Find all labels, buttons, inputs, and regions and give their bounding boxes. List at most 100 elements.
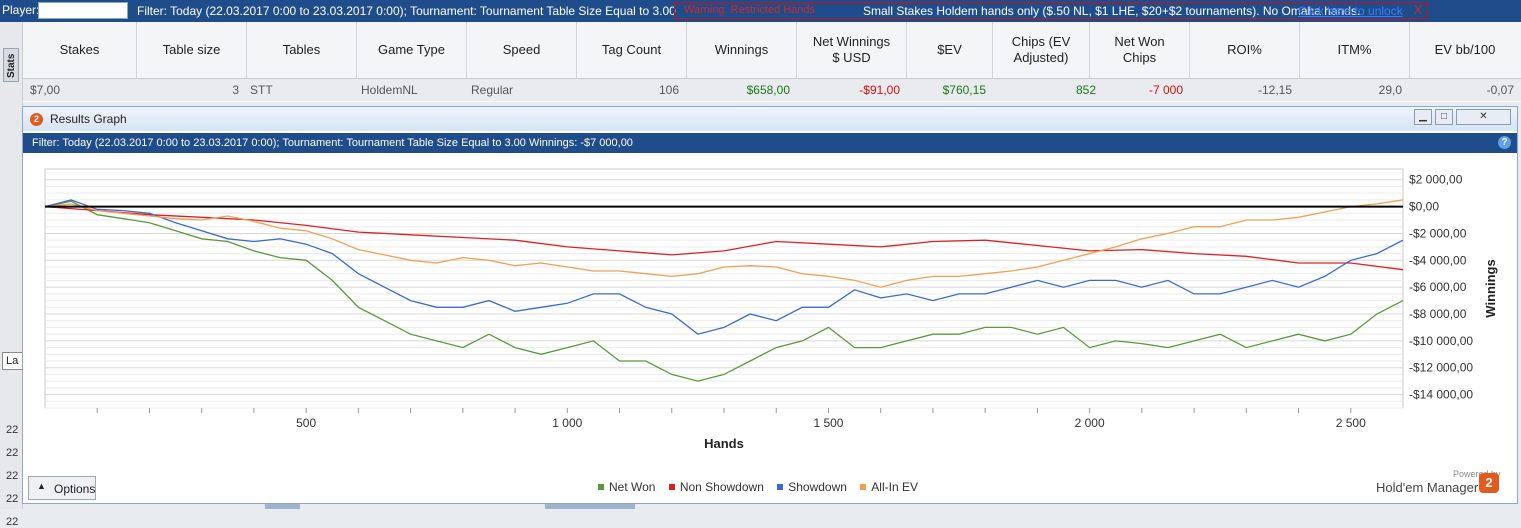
y-axis-label: Winnings <box>1483 259 1498 317</box>
window-title-bar[interactable]: 2 Results Graph ▁ □ ✕ <box>23 107 1517 131</box>
graph-filter-bar: Filter: Today (22.03.2017 0:00 to 23.03.… <box>23 133 1517 153</box>
series-line-0 <box>44 200 1404 382</box>
top-bar: Player: Filter: Today (22.03.2017 0:00 t… <box>0 0 1521 22</box>
legend-label: Non Showdown <box>679 480 764 494</box>
y-tick-label: $0,00 <box>1409 200 1439 214</box>
cell-chips-ev: 852 <box>1075 83 1096 97</box>
col-net-won-chips[interactable]: Net Won Chips <box>1090 22 1190 78</box>
y-tick-label: -$4 000,00 <box>1409 253 1467 267</box>
options-button[interactable]: ▲ Options <box>28 476 96 500</box>
cell-tag-count: 106 <box>658 83 679 97</box>
warning-text: Small Stakes Holdem hands only ($.50 NL,… <box>863 4 1361 18</box>
cell-game-type: HoldemNL <box>361 83 418 97</box>
plot-area <box>44 168 1404 409</box>
row-number: 22 <box>6 447 19 459</box>
col-chips-ev[interactable]: Chips (EV Adjusted) <box>993 22 1090 78</box>
close-button[interactable]: ✕ <box>1456 109 1511 125</box>
legend-swatch <box>860 484 867 490</box>
x-tick-label: 2 000 <box>1075 416 1105 430</box>
cell-net-winnings: -$91,00 <box>859 83 900 97</box>
legend-swatch <box>777 484 784 490</box>
col-table-size[interactable]: Table size <box>137 22 247 78</box>
chart-grid <box>44 168 1404 413</box>
brand-name: Hold'em Manager <box>1376 480 1479 495</box>
col-itm[interactable]: ITM% <box>1300 22 1410 78</box>
series-line-2 <box>44 199 1404 335</box>
warning-label: Warning: Restricted Hands <box>684 4 816 16</box>
options-label: Options <box>54 482 96 496</box>
cell-tables: STT <box>250 83 273 97</box>
row-number: 22 <box>6 470 19 482</box>
cell-speed: Regular <box>471 83 514 97</box>
row-number: 22 <box>6 493 19 505</box>
y-tick-label: -$2 000,00 <box>1409 226 1467 240</box>
legend-item-non-showdown[interactable]: Non Showdown <box>668 480 764 494</box>
minimize-button[interactable]: ▁ <box>1414 109 1432 125</box>
col-sev[interactable]: $EV <box>907 22 993 78</box>
y-tick-label: -$12 000,00 <box>1409 361 1473 375</box>
col-game-type[interactable]: Game Type <box>357 22 467 78</box>
row-number: 22 <box>6 424 19 436</box>
table-row[interactable]: $7,00 3 STT HoldemNL Regular 106 $658,00… <box>23 79 1521 101</box>
x-axis-label: Hands <box>704 436 744 451</box>
x-tick-label: 1 000 <box>552 416 582 430</box>
caret-up-icon: ▲ <box>37 481 46 491</box>
filter-text: Filter: Today (22.03.2017 0:00 to 23.03.… <box>137 4 676 18</box>
unlock-link[interactable]: Click here to unlock <box>1298 4 1403 18</box>
legend-label: Showdown <box>788 480 847 494</box>
results-chart: 500 1 000 1 500 2 000 2 500 $2 000,00 $0,00 -$2… <box>44 168 1498 451</box>
legend-item-net-won[interactable]: Net Won <box>598 480 655 494</box>
hm-app-icon: 2 <box>30 113 43 126</box>
help-icon[interactable]: ? <box>1498 136 1511 149</box>
table-header: Stakes Table size Tables Game Type Speed… <box>23 22 1521 79</box>
legend-swatch <box>598 484 604 490</box>
left-sidebar: Stats La 22 22 22 22 22 <box>0 22 24 528</box>
y-tick-label: -$10 000,00 <box>1409 334 1473 348</box>
series-line-1 <box>44 205 1404 271</box>
col-net-winnings[interactable]: Net Winnings $ USD <box>797 22 907 78</box>
legend-item-showdown[interactable]: Showdown <box>777 480 847 494</box>
legend-label: Net Won <box>609 480 656 494</box>
graph-filter-text: Filter: Today (22.03.2017 0:00 to 23.03.… <box>32 137 633 149</box>
x-tick-label: 1 500 <box>813 416 843 430</box>
legend-swatch <box>668 484 675 490</box>
warning-box <box>674 2 1428 19</box>
powered-by-text: Powered by <box>1453 469 1501 479</box>
y-tick-label: $2 000,00 <box>1409 173 1463 187</box>
window-title: Results Graph <box>50 112 127 126</box>
cell-ev-bb: -0,07 <box>1486 83 1514 97</box>
col-winnings[interactable]: Winnings <box>687 22 797 78</box>
stats-tab[interactable]: Stats <box>3 48 19 82</box>
col-ev-bb[interactable]: EV bb/100 <box>1434 42 1496 57</box>
results-graph-window: 2 Results Graph ▁ □ ✕ Filter: Today (22.… <box>22 106 1518 504</box>
row-number: 22 <box>6 516 19 528</box>
cell-stakes: $7,00 <box>30 83 61 97</box>
col-tag-count[interactable]: Tag Count <box>577 22 687 78</box>
col-speed[interactable]: Speed <box>467 22 577 78</box>
player-label: Player: <box>2 3 40 17</box>
close-icon: ✕ <box>1479 111 1488 122</box>
col-stakes[interactable]: Stakes <box>23 22 137 78</box>
cell-net-won-chips: -7 000 <box>1148 83 1183 97</box>
hm-logo-icon: 2 <box>1479 473 1499 493</box>
y-tick-label: -$6 000,00 <box>1409 280 1467 294</box>
taskbar-fragment <box>545 504 635 509</box>
series-line-3 <box>44 199 1404 288</box>
x-tick-label: 2 500 <box>1336 416 1366 430</box>
stats-table: Stakes Table size Tables Game Type Speed… <box>23 22 1521 102</box>
legend-item-all-in-ev[interactable]: All-In EV <box>860 480 918 494</box>
cell-winnings: $658,00 <box>746 83 790 97</box>
la-box[interactable]: La <box>2 352 24 370</box>
player-input[interactable] <box>38 2 128 19</box>
legend-label: All-In EV <box>871 480 918 494</box>
maximize-button[interactable]: □ <box>1435 109 1453 125</box>
warning-close-icon[interactable]: X <box>1414 3 1423 17</box>
cell-roi: -12,15 <box>1257 83 1292 97</box>
cell-sev: $760,15 <box>942 83 986 97</box>
cell-table-size: 3 <box>232 83 239 97</box>
chart-legend: Net Won Non Showdown Showdown All-In EV <box>598 480 928 494</box>
y-tick-label: -$8 000,00 <box>1409 307 1467 321</box>
col-roi[interactable]: ROI% <box>1190 22 1300 78</box>
col-tables[interactable]: Tables <box>247 22 357 78</box>
y-tick-label: -$14 000,00 <box>1409 388 1473 402</box>
